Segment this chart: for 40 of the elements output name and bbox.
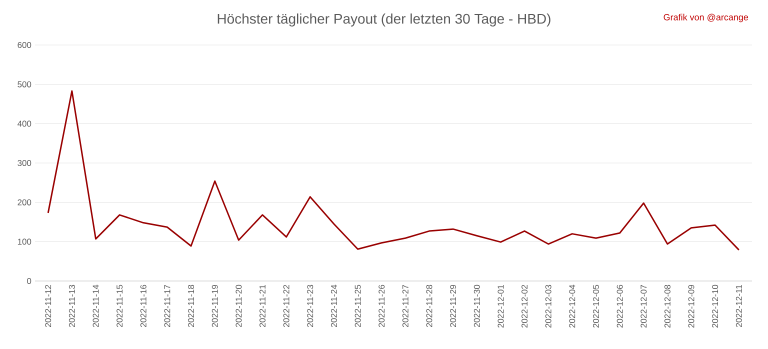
x-tick-label: 2022-11-28 xyxy=(426,284,432,327)
x-tick-label: 2022-12-11 xyxy=(736,284,742,327)
y-tick-label: 400 xyxy=(17,120,32,127)
x-tick-label: 2022-11-30 xyxy=(474,284,480,327)
y-tick-label: 500 xyxy=(18,81,32,88)
x-tick-label: 2022-11-25 xyxy=(354,284,361,327)
x-tick-label: 2022-11-19 xyxy=(212,284,218,327)
x-tick-label: 2022-11-13 xyxy=(68,284,75,327)
x-tick-label: 2022-12-05 xyxy=(592,284,599,328)
x-tick-label: 2022-12-03 xyxy=(545,284,552,328)
chart-title: Höchster täglicher Payout (der letzten 30 Tage - HBD) xyxy=(218,13,550,27)
y-tick-label: 200 xyxy=(18,199,32,206)
x-tick-label: 2022-12-01 xyxy=(498,284,504,328)
line-series xyxy=(47,90,740,251)
x-tick-label: 2022-12-07 xyxy=(640,284,647,328)
x-tick-label: 2022-12-08 xyxy=(664,284,670,328)
x-tick-label: 2022-12-06 xyxy=(616,284,623,328)
x-tick-label: 2022-11-18 xyxy=(188,284,194,327)
x-tick-label: 2022-11-17 xyxy=(164,284,170,327)
x-tick-label: 2022-11-27 xyxy=(402,284,408,327)
x-tick-label: 2022-11-15 xyxy=(116,284,123,327)
y-tick-label: 100 xyxy=(18,238,32,245)
x-tick-label: 2022-12-09 xyxy=(688,284,694,328)
x-tick-label: 2022-12-02 xyxy=(522,284,528,328)
x-tick-label: 2022-12-10 xyxy=(712,284,718,328)
x-tick-label: 2022-11-22 xyxy=(283,284,290,327)
x-tick-label: 2022-11-20 xyxy=(236,284,242,327)
text: Grafik von @arcange xyxy=(664,14,748,22)
x-tick-label: 2022-11-12 xyxy=(45,284,52,327)
x-tick-label: 2022-11-16 xyxy=(140,284,146,327)
y-tick-label: 600 xyxy=(18,42,32,48)
x-tick-label: 2022-11-24 xyxy=(330,284,337,327)
x-tick-label: 2022-11-23 xyxy=(307,284,314,327)
y-tick-label: 0 xyxy=(27,278,32,284)
x-tick-label: 2022-11-29 xyxy=(450,284,456,327)
y-tick-label: 300 xyxy=(18,160,32,166)
x-tick-label: 2022-11-26 xyxy=(378,284,385,327)
x-tick-label: 2022-12-04 xyxy=(569,284,576,328)
x-tick-label: 2022-11-21 xyxy=(259,284,266,327)
x-tick-label: 2022-11-14 xyxy=(92,284,99,327)
